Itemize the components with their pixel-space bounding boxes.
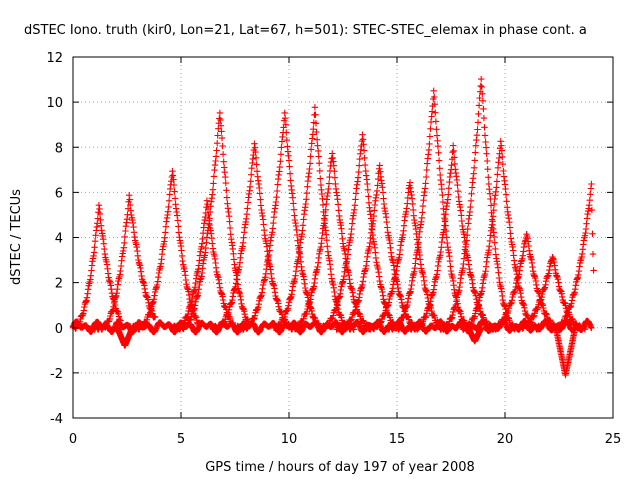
y-tick-label: 8 — [55, 141, 63, 156]
y-tick-label: 0 — [55, 322, 63, 337]
x-tick-label: 20 — [497, 432, 514, 447]
series-dstec — [69, 75, 597, 379]
y-tick-label: 4 — [55, 232, 63, 247]
plot-area — [69, 75, 597, 379]
y-tick-label: 12 — [46, 51, 63, 66]
x-tick-label: 10 — [281, 432, 298, 447]
series-dip-1 — [114, 324, 136, 349]
series-dip-2 — [552, 324, 579, 379]
series-arc-15 — [437, 75, 522, 333]
series-dip-3 — [465, 324, 485, 345]
x-tick-label: 15 — [389, 432, 406, 447]
y-tick-label: -2 — [50, 367, 63, 382]
y-tick-label: 6 — [55, 186, 63, 201]
x-tick-label: 25 — [605, 432, 622, 447]
y-axis-label: dSTEC / TECUs — [9, 189, 24, 285]
y-axis-ticks: -4 -2 0 2 4 6 8 10 12 — [46, 51, 613, 427]
x-axis-label: GPS time / hours of day 197 of year 2008 — [205, 460, 475, 475]
chart-title: dSTEC Iono. truth (kir0, Lon=21, Lat=67,… — [24, 23, 587, 38]
x-axis-ticks: 0 5 10 15 20 25 — [69, 57, 621, 447]
y-tick-label: -4 — [50, 412, 63, 427]
y-tick-label: 2 — [55, 277, 63, 292]
y-tick-label: 10 — [46, 96, 63, 111]
x-tick-label: 5 — [177, 432, 185, 447]
x-tick-label: 0 — [69, 432, 77, 447]
